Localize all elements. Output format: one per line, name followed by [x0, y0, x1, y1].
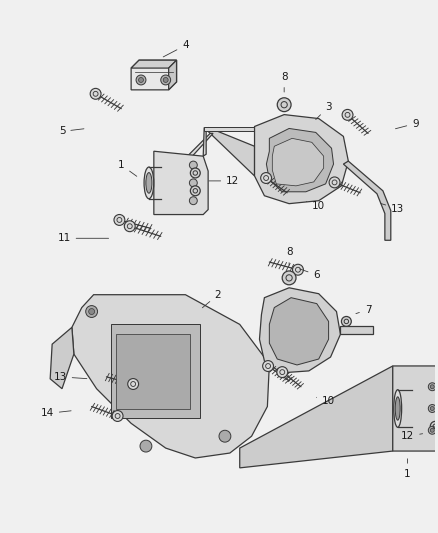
Polygon shape	[343, 161, 391, 240]
Circle shape	[124, 221, 135, 232]
Polygon shape	[117, 334, 191, 408]
Circle shape	[90, 88, 101, 99]
Polygon shape	[259, 288, 340, 373]
Circle shape	[128, 378, 138, 390]
Polygon shape	[340, 326, 373, 334]
Circle shape	[430, 385, 434, 389]
Circle shape	[163, 77, 168, 83]
Ellipse shape	[395, 397, 400, 420]
Ellipse shape	[156, 167, 166, 199]
Circle shape	[430, 422, 438, 431]
Text: 13: 13	[381, 204, 404, 214]
Text: 7: 7	[356, 304, 371, 314]
Ellipse shape	[394, 390, 402, 427]
Text: 4: 4	[163, 41, 189, 57]
Polygon shape	[269, 297, 328, 365]
Circle shape	[136, 75, 146, 85]
Circle shape	[140, 440, 152, 452]
Text: 8: 8	[286, 247, 293, 265]
Text: 10: 10	[317, 395, 335, 406]
Polygon shape	[154, 151, 208, 215]
Text: 1: 1	[118, 160, 137, 176]
Circle shape	[342, 317, 351, 326]
Polygon shape	[169, 60, 177, 90]
Circle shape	[263, 361, 273, 372]
Text: 2: 2	[202, 290, 221, 308]
Text: 13: 13	[53, 372, 87, 382]
Polygon shape	[240, 366, 393, 468]
Polygon shape	[111, 325, 200, 418]
Ellipse shape	[146, 173, 152, 193]
Circle shape	[428, 426, 436, 434]
Circle shape	[282, 271, 296, 285]
Text: 14: 14	[41, 408, 71, 418]
Circle shape	[428, 383, 436, 391]
Circle shape	[430, 429, 434, 432]
Polygon shape	[50, 327, 74, 389]
Circle shape	[219, 430, 231, 442]
Text: 3: 3	[316, 102, 332, 119]
Polygon shape	[254, 115, 348, 204]
Circle shape	[112, 410, 123, 422]
Polygon shape	[208, 127, 254, 176]
Text: 9: 9	[396, 118, 419, 129]
Text: 11: 11	[0, 532, 1, 533]
Polygon shape	[179, 133, 213, 168]
Circle shape	[161, 75, 171, 85]
Circle shape	[277, 367, 288, 377]
Text: 8: 8	[281, 72, 287, 92]
Polygon shape	[266, 128, 333, 192]
Text: 12: 12	[209, 176, 240, 186]
Circle shape	[189, 179, 197, 187]
Polygon shape	[131, 60, 177, 68]
Polygon shape	[393, 366, 438, 451]
Circle shape	[114, 214, 125, 225]
Circle shape	[293, 264, 304, 275]
Circle shape	[86, 305, 98, 318]
Ellipse shape	[408, 390, 416, 427]
Circle shape	[191, 168, 200, 178]
Circle shape	[428, 405, 436, 413]
Ellipse shape	[144, 167, 154, 199]
Circle shape	[138, 77, 144, 83]
Text: 10: 10	[307, 200, 325, 211]
Circle shape	[277, 98, 291, 111]
Circle shape	[329, 177, 340, 188]
Circle shape	[191, 186, 200, 196]
Text: 11: 11	[57, 233, 109, 243]
Circle shape	[189, 161, 197, 169]
Circle shape	[88, 309, 95, 314]
Circle shape	[261, 173, 272, 183]
Polygon shape	[203, 127, 206, 156]
Text: 5: 5	[59, 126, 84, 136]
Circle shape	[430, 407, 434, 410]
Text: 12: 12	[401, 431, 423, 441]
Polygon shape	[131, 60, 177, 90]
Polygon shape	[204, 127, 267, 132]
Text: 1: 1	[404, 459, 411, 479]
Text: 6: 6	[300, 269, 320, 280]
Polygon shape	[72, 295, 269, 458]
Polygon shape	[272, 139, 324, 186]
Circle shape	[342, 109, 353, 120]
Circle shape	[189, 197, 197, 205]
